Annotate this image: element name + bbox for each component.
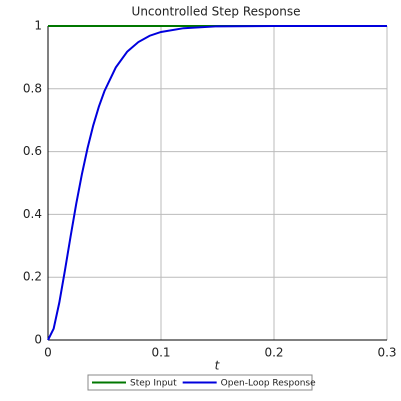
x-tick-label: 0 <box>44 346 52 360</box>
series-line <box>47 25 387 341</box>
y-tick-label: 0.6 <box>23 144 42 158</box>
y-tick-label: 0.4 <box>23 207 42 221</box>
x-axis-label: t <box>215 359 221 373</box>
y-tick-label: 0 <box>34 333 42 347</box>
y-tick-label: 1 <box>34 19 42 33</box>
legend: Step Input Open-Loop Response <box>87 374 316 391</box>
x-tick-label: 0.1 <box>151 346 170 360</box>
x-tick-label: 0.3 <box>377 346 396 360</box>
y-tick-label: 0.8 <box>23 81 42 95</box>
y-tick-label: 0.2 <box>23 270 42 284</box>
chart-title: Uncontrolled Step Response <box>132 5 301 19</box>
x-tick-label: 0.2 <box>264 346 283 360</box>
legend-label: Step Input <box>130 379 177 389</box>
legend-label: Open-Loop Response <box>221 379 316 389</box>
